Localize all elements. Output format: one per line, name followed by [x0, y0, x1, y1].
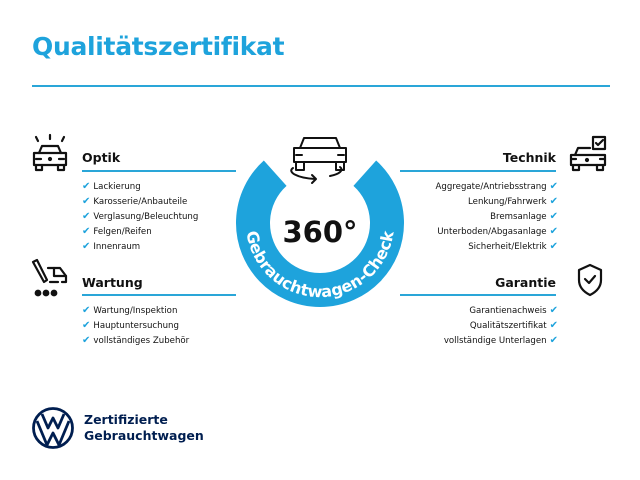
check-icon: ✔ — [549, 196, 558, 207]
car-rotate-icon — [290, 137, 347, 184]
item-label: Hauptuntersuchung — [93, 321, 179, 331]
list-item: Unterboden/Abgasanlage ✔ — [436, 224, 558, 239]
list-item: ✔ Felgen/Reifen — [82, 224, 198, 239]
check-icon: ✔ — [82, 241, 91, 252]
check-icon: ✔ — [82, 305, 91, 316]
brand-line-1: Zertifizierte — [84, 412, 168, 427]
technik-list: Aggregate/Antriebsstrang ✔ Lenkung/Fahrwe… — [436, 179, 558, 254]
wartung-heading: Wartung — [82, 275, 143, 290]
item-label: Qualitätszertifikat — [469, 321, 547, 331]
optik-list: ✔ Lackierung ✔ Karosserie/Anbauteile ✔ Verg… — [82, 179, 198, 254]
check-icon: ✔ — [82, 196, 91, 207]
item-label: Wartung/Inspektion — [93, 306, 178, 316]
list-item: ✔ Wartung/Inspektion — [82, 303, 189, 318]
item-label: Karosserie/Anbauteile — [93, 197, 188, 207]
check-icon: ✔ — [82, 226, 91, 237]
item-label: Lackierung — [93, 182, 141, 192]
item-label: vollständige Unterlagen — [443, 336, 547, 346]
check-icon: ✔ — [549, 320, 558, 331]
brand-label: Zertifizierte Gebrauchtwagen — [84, 412, 204, 444]
technik-heading: Technik — [502, 150, 556, 165]
ring-value: 360° — [282, 215, 357, 249]
item-label: Lenkung/Fahrwerk — [468, 197, 547, 207]
list-item: ✔ Lackierung — [82, 179, 198, 194]
list-item: Bremsanlage ✔ — [436, 209, 558, 224]
list-item: ✔ vollständiges Zubehör — [82, 333, 189, 348]
check-icon: ✔ — [549, 226, 558, 237]
item-label: Aggregate/Antriebsstrang — [435, 182, 547, 192]
check-icon: ✔ — [82, 320, 91, 331]
list-item: ✔ Verglasung/Beleuchtung — [82, 209, 198, 224]
list-item: Garantienachweis ✔ — [444, 303, 558, 318]
item-label: Garantienachweis — [469, 306, 547, 316]
item-label: Innenraum — [93, 242, 141, 252]
brand-line-2: Gebrauchtwagen — [84, 428, 204, 443]
technik-divider — [400, 170, 556, 172]
check-icon: ✔ — [82, 335, 91, 346]
check-icon: ✔ — [549, 181, 558, 192]
list-item: Sicherheit/Elektrik ✔ — [436, 239, 558, 254]
wartung-divider — [82, 294, 236, 296]
garantie-list: Garantienachweis ✔ Qualitätszertifikat ✔ v… — [444, 303, 558, 348]
title-divider — [32, 85, 610, 87]
check-icon: ✔ — [549, 211, 558, 222]
item-label: Sicherheit/Elektrik — [468, 242, 547, 252]
list-item: Lenkung/Fahrwerk ✔ — [436, 194, 558, 209]
item-label: vollständiges Zubehör — [93, 336, 190, 346]
item-label: Verglasung/Beleuchtung — [93, 212, 199, 222]
shield-check-icon — [577, 263, 603, 297]
ring-arc — [236, 160, 404, 307]
item-label: Bremsanlage — [490, 212, 547, 222]
optik-divider — [82, 170, 236, 172]
item-label: Unterboden/Abgasanlage — [437, 227, 547, 237]
list-item: Aggregate/Antriebsstrang ✔ — [436, 179, 558, 194]
list-item: Qualitätszertifikat ✔ — [444, 318, 558, 333]
list-item: ✔ Karosserie/Anbauteile — [82, 194, 198, 209]
vw-logo — [32, 407, 74, 449]
list-item: ✔ Innenraum — [82, 239, 198, 254]
check-icon: ✔ — [549, 305, 558, 316]
check-icon: ✔ — [549, 241, 558, 252]
wartung-list: ✔ Wartung/Inspektion ✔ Hauptuntersuchung ✔… — [82, 303, 189, 348]
item-label: Felgen/Reifen — [93, 227, 152, 237]
service-tools-icon — [31, 258, 68, 297]
check-icon: ✔ — [82, 211, 91, 222]
garantie-divider — [400, 294, 556, 296]
car-checkbox-icon — [569, 135, 607, 172]
garantie-heading: Garantie — [495, 275, 556, 290]
list-item: vollständige Unterlagen ✔ — [444, 333, 558, 348]
car-lights-icon — [32, 133, 68, 172]
check-icon: ✔ — [82, 181, 91, 192]
check-icon: ✔ — [549, 335, 558, 346]
list-item: ✔ Hauptuntersuchung — [82, 318, 189, 333]
optik-heading: Optik — [82, 150, 121, 165]
page-title: Qualitätszertifikat — [32, 32, 285, 61]
